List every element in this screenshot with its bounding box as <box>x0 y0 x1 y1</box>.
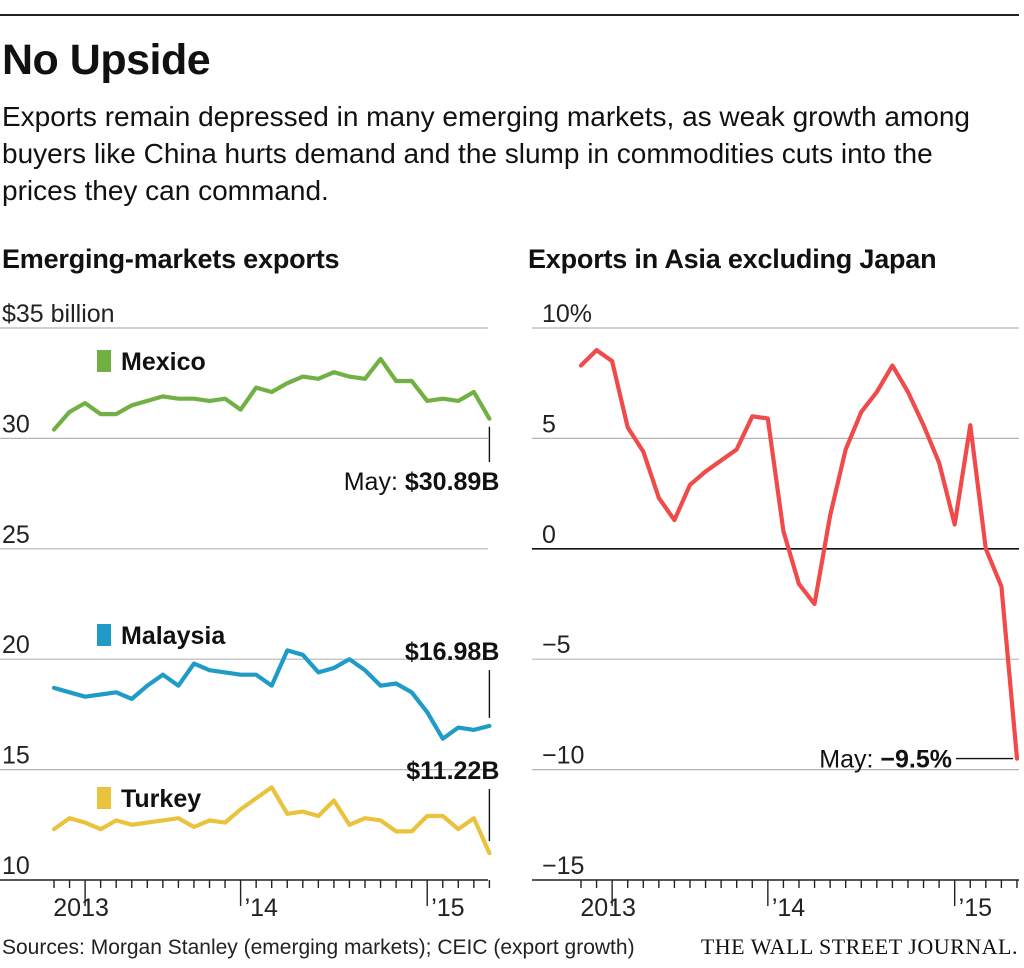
top-rule <box>0 14 1019 16</box>
c0-xtick-label-0: 2013 <box>53 894 109 922</box>
c0-ytick-label-0: $35 billion <box>2 300 115 328</box>
c0-xtick-label-2: ’15 <box>431 894 464 922</box>
right-chart-title: Exports in Asia excluding Japan <box>528 244 937 274</box>
headline: No Upside <box>2 36 211 84</box>
c0-ytick-label-4: 15 <box>2 742 30 770</box>
legend-label-mexico: Mexico <box>121 348 206 376</box>
c1-xtick-label-2: ’15 <box>959 894 992 922</box>
c0-series-line-turkey <box>51 785 492 856</box>
source-note: Sources: Morgan Stanley (emerging market… <box>2 936 635 959</box>
c0-ytick-label-5: 10 <box>2 852 30 880</box>
c0-ytick-label-2: 25 <box>2 521 30 549</box>
c1-ytick-label-0: 10% <box>542 300 592 328</box>
legend-swatch-turkey <box>97 787 111 809</box>
c1-ytick-label-5: −15 <box>542 852 584 880</box>
legend-swatch-mexico <box>97 350 111 372</box>
brand-logo: THE WALL STREET JOURNAL. <box>700 934 1018 959</box>
legend-swatch-malaysia <box>97 624 111 646</box>
c0-series-line-mexico <box>51 356 492 432</box>
callout-mexico: May: $30.89B <box>344 468 500 496</box>
c1-series-line-growth <box>578 348 1020 761</box>
c1-ytick-label-1: 5 <box>542 410 556 438</box>
callout-asia-value: −9.5% <box>880 746 952 774</box>
legend-label-malaysia: Malaysia <box>121 622 226 650</box>
callout-asia-prefix: May: <box>819 746 880 774</box>
callout-asia: May: −9.5% <box>819 746 952 774</box>
legend-label-turkey: Turkey <box>121 785 201 813</box>
c0-series-line-malaysia <box>51 648 492 741</box>
c0-ytick-label-1: 30 <box>2 410 30 438</box>
callout-turkey: $11.22B <box>406 757 499 785</box>
c0-ytick-label-3: 20 <box>2 631 30 659</box>
callout-mexico-value: $30.89B <box>405 468 500 496</box>
c1-ytick-label-3: −5 <box>542 631 571 659</box>
c1-ytick-label-2: 0 <box>542 521 556 549</box>
callout-mexico-prefix: May: <box>344 468 405 496</box>
left-chart-title: Emerging-markets exports <box>2 244 340 274</box>
callout-malaysia: $16.98B <box>405 638 500 666</box>
c1-xtick-label-0: 2013 <box>580 894 636 922</box>
c1-xtick-label-1: ’14 <box>772 894 805 922</box>
c1-ytick-label-4: −10 <box>542 742 584 770</box>
c0-xtick-label-1: ’14 <box>245 894 278 922</box>
dek: Exports remain depressed in many emergin… <box>2 101 970 206</box>
